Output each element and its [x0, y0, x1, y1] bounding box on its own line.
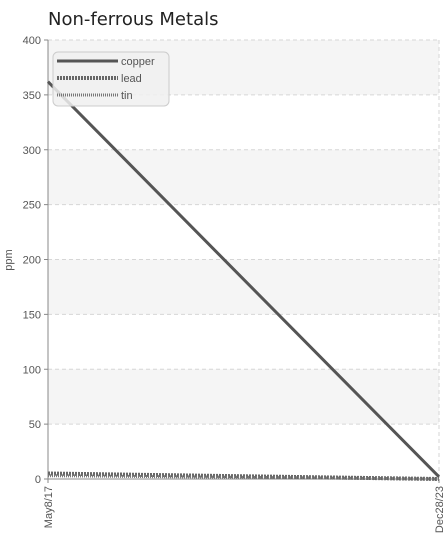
x-tick-label: Dec28/23 — [434, 486, 444, 533]
y-tick-label: 250 — [23, 200, 41, 212]
y-tick-label: 100 — [23, 364, 41, 376]
y-tick-label: 200 — [23, 255, 41, 267]
plot-band — [48, 259, 439, 315]
y-tick-label: 400 — [23, 35, 41, 47]
grid — [48, 39, 440, 479]
legend-label-lead[interactable]: lead — [121, 73, 142, 85]
plot-band — [48, 149, 439, 205]
y-tick-label: 50 — [29, 419, 41, 431]
legend[interactable]: copper lead tin — [52, 51, 170, 107]
y-tick-label: 150 — [23, 309, 41, 321]
y-axis-ticks: 0 50 100 150 200 250 300 350 400 — [23, 35, 48, 486]
chart-title: Non-ferrous Metals — [48, 9, 218, 30]
series-line-lead — [47, 471, 440, 481]
y-tick-label: 350 — [23, 90, 41, 102]
x-tick-label: May8/17 — [43, 486, 55, 528]
series-group — [46, 80, 441, 481]
y-tick-label: 300 — [23, 145, 41, 157]
legend-label-copper[interactable]: copper — [121, 56, 155, 68]
series-line-copper — [46, 80, 441, 478]
y-axis-label: ppm — [3, 249, 15, 270]
plot-band — [48, 369, 439, 425]
x-axis-ticks: May8/17 Dec28/23 — [43, 479, 444, 533]
y-tick-label: 0 — [35, 474, 41, 486]
legend-label-tin[interactable]: tin — [121, 90, 133, 102]
